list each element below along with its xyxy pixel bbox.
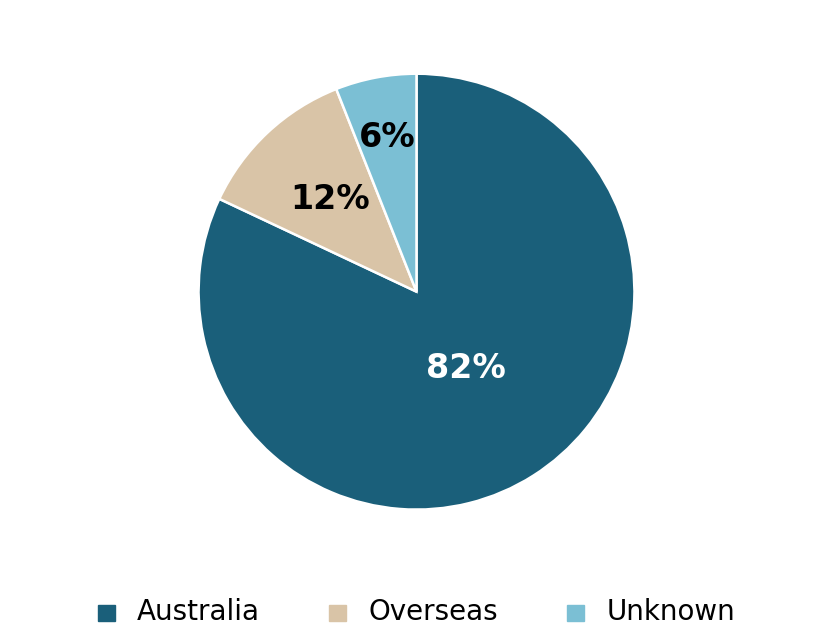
Text: 6%: 6% — [359, 121, 416, 154]
Wedge shape — [219, 89, 416, 292]
Text: 82%: 82% — [426, 353, 506, 385]
Text: 12%: 12% — [290, 183, 370, 216]
Wedge shape — [198, 74, 635, 510]
Legend: Australia, Overseas, Unknown: Australia, Overseas, Unknown — [87, 587, 746, 637]
Wedge shape — [337, 74, 416, 292]
